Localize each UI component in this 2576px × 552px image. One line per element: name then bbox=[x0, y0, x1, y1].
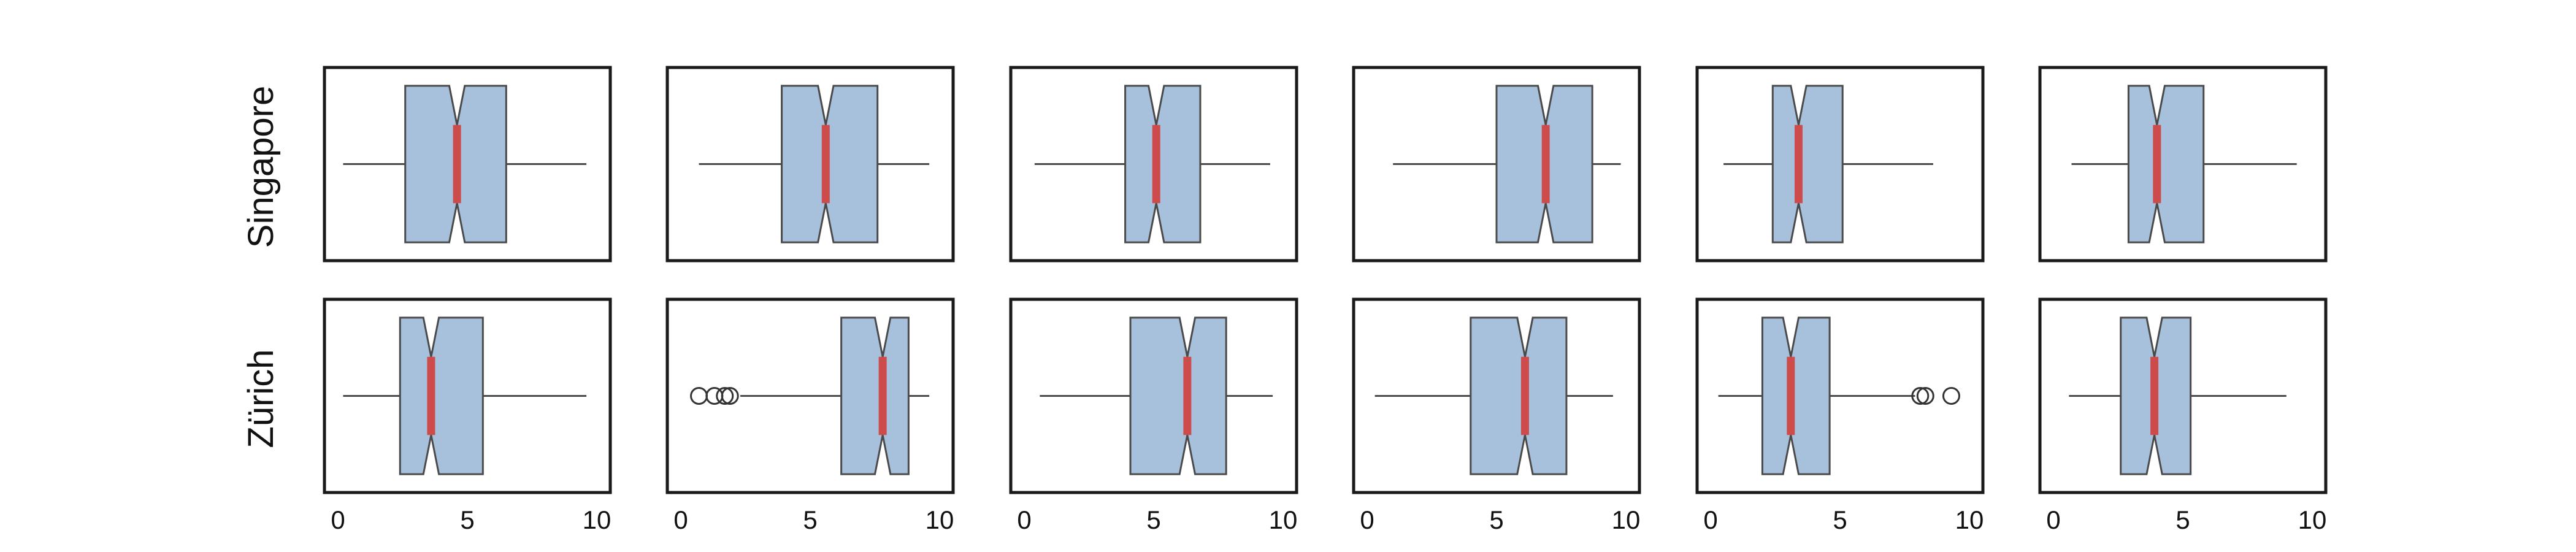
panel-1-3-frame bbox=[1009, 66, 1298, 263]
panel-2-3-frame bbox=[1009, 297, 1298, 494]
panel-1-5 bbox=[1695, 66, 1985, 263]
panel-2-2-box bbox=[840, 316, 910, 475]
row-label-singapore: Singapore bbox=[241, 86, 281, 248]
panel-2-4-tick-label-0: 0 bbox=[1360, 505, 1374, 534]
panel-2-3-tick-label-10: 10 bbox=[1269, 505, 1298, 534]
panel-2-2-flier-1 bbox=[690, 387, 708, 405]
panel-2-1: 0 5 10 bbox=[323, 297, 612, 534]
panel-1-6-frame bbox=[2038, 66, 2328, 263]
panel-2-5-box bbox=[1761, 316, 1831, 475]
panel-2-3-tick-label-0: 0 bbox=[1017, 505, 1031, 534]
panel-1-5-box bbox=[1771, 85, 1844, 243]
panel-2-5-tick-label-5: 5 bbox=[1833, 505, 1847, 534]
panel-2-5-flier-3 bbox=[1942, 387, 1960, 405]
panel-2-4: 0 5 10 bbox=[1352, 297, 1641, 534]
panel-2-3-box bbox=[1129, 316, 1227, 475]
panel-2-1-box bbox=[399, 316, 484, 475]
panel-2-6-frame bbox=[2038, 297, 2328, 494]
panel-2-5-flier-2 bbox=[1916, 387, 1934, 405]
panel-2-6-tick-label-5: 5 bbox=[2175, 505, 2190, 534]
panel-2-2-flier-4 bbox=[721, 387, 739, 405]
panel-2-2: 0 5 10 bbox=[665, 297, 955, 534]
panel-1-4-frame bbox=[1352, 66, 1641, 263]
panel-2-4-tick-label-10: 10 bbox=[1612, 505, 1641, 534]
panel-2-5-flier-1 bbox=[1911, 387, 1930, 405]
panel-2-3-tick-label-5: 5 bbox=[1146, 505, 1160, 534]
panel-2-4-frame bbox=[1352, 297, 1641, 494]
panel-1-4 bbox=[1352, 66, 1641, 263]
panel-2-4-tick-label-5: 5 bbox=[1489, 505, 1503, 534]
panel-2-2-flier-3 bbox=[716, 387, 734, 405]
panel-2-5-frame bbox=[1695, 297, 1985, 494]
panel-2-5-tick-label-0: 0 bbox=[1703, 505, 1717, 534]
panel-2-5-tick-label-10: 10 bbox=[1955, 505, 1984, 534]
panel-2-1-tick-label-10: 10 bbox=[583, 505, 611, 534]
panels: 0 5 10 0 5 10 0 5 10 0 5 10 0 5 10 0 5 10 bbox=[323, 66, 2328, 534]
panel-1-1-frame bbox=[323, 66, 612, 263]
panel-2-2-tick-label-10: 10 bbox=[926, 505, 954, 534]
panel-2-6-tick-label-0: 0 bbox=[2046, 505, 2060, 534]
panel-1-3-box bbox=[1124, 85, 1202, 243]
panel-2-5: 0 5 10 bbox=[1695, 297, 1985, 534]
panel-2-6: 0 5 10 bbox=[2038, 297, 2328, 534]
panel-1-6 bbox=[2038, 66, 2328, 263]
panel-2-1-tick-label-5: 5 bbox=[460, 505, 474, 534]
panel-1-1 bbox=[323, 66, 612, 263]
panel-1-6-box bbox=[2127, 85, 2205, 243]
panel-2-2-tick-label-5: 5 bbox=[803, 505, 817, 534]
panel-2-1-frame bbox=[323, 297, 612, 494]
panel-2-4-box bbox=[1470, 316, 1568, 475]
panel-1-5-frame bbox=[1695, 66, 1985, 263]
panel-2-2-frame bbox=[665, 297, 955, 494]
panel-2-2-tick-label-0: 0 bbox=[673, 505, 688, 534]
row-label-zurich: Zürich bbox=[241, 349, 281, 448]
panel-2-6-tick-label-10: 10 bbox=[2298, 505, 2327, 534]
panel-1-2-frame bbox=[665, 66, 955, 263]
panel-2-3: 0 5 10 bbox=[1009, 297, 1298, 534]
panel-1-3 bbox=[1009, 66, 1298, 263]
panel-1-2 bbox=[665, 66, 955, 263]
panel-2-1-tick-label-0: 0 bbox=[331, 505, 345, 534]
